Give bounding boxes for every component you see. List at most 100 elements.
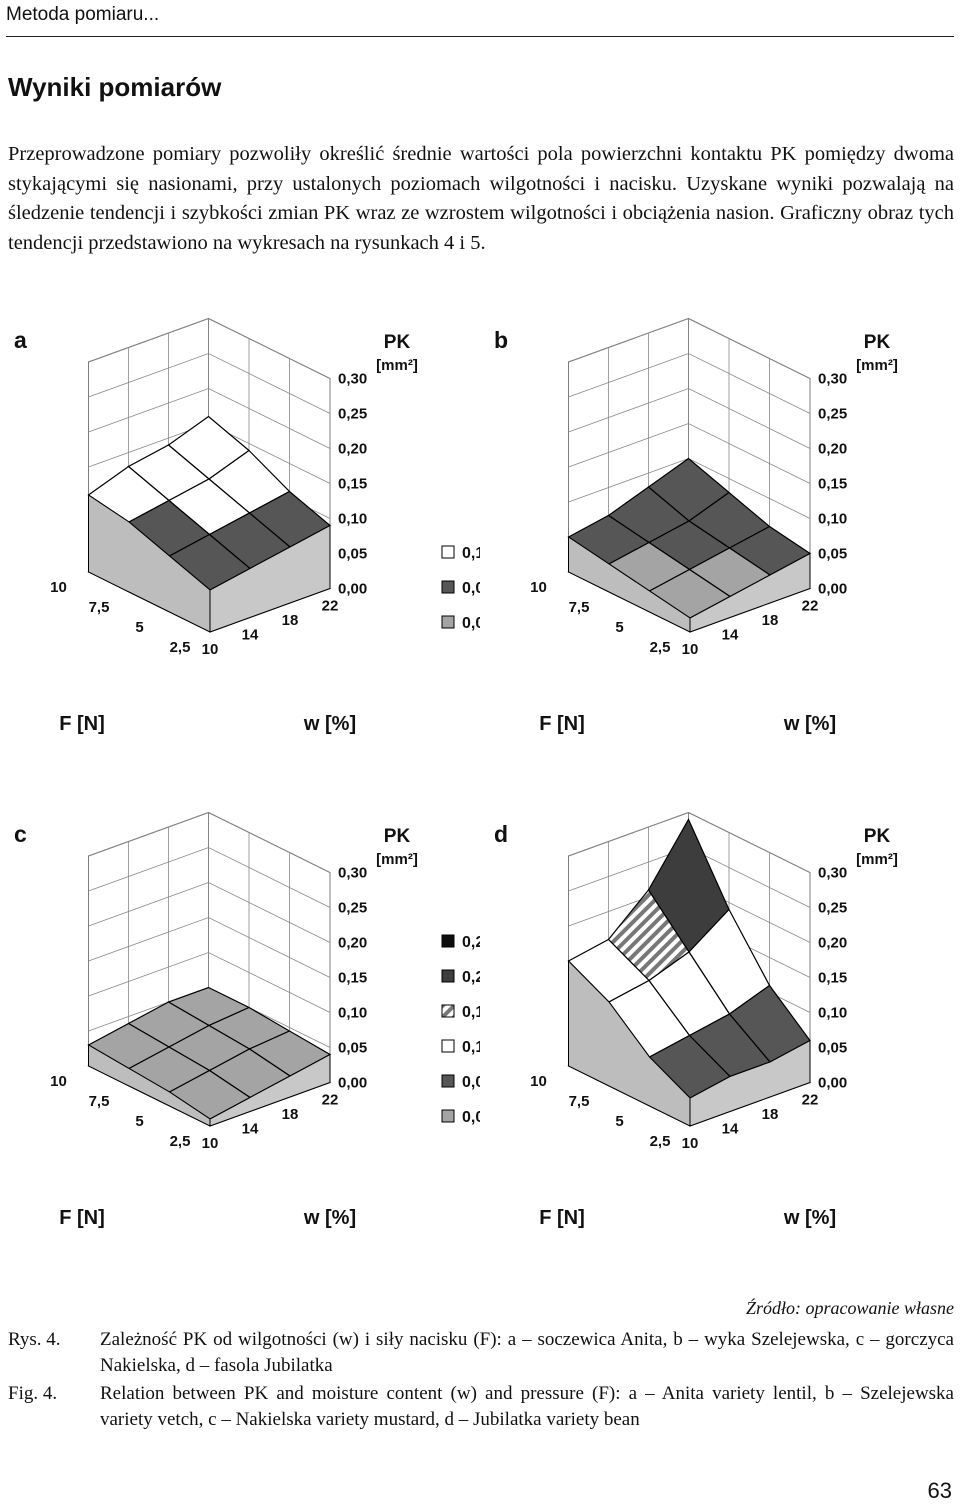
z-tick-label: 0,00 [338, 1075, 367, 1092]
f-tick-label: 7,5 [569, 1093, 590, 1110]
panel-letter: d [494, 821, 508, 847]
legend-swatch [441, 1039, 455, 1053]
z-tick-label: 0,10 [338, 1005, 367, 1022]
legend-label: 0,1-0,15 [462, 545, 480, 562]
f-tick-label: 2,5 [650, 1133, 671, 1150]
wall-level-line [568, 318, 811, 379]
z-tick-label: 0,05 [338, 1040, 367, 1057]
z-tick-label: 0,00 [818, 1075, 847, 1092]
w-tick-label: 18 [282, 612, 299, 629]
z-axis-title: PK [384, 826, 411, 847]
w-axis-title: w [%] [303, 1207, 356, 1229]
z-axis-title: PK [864, 332, 891, 353]
legend-swatch [441, 934, 455, 948]
w-tick-label: 14 [242, 1121, 259, 1138]
f-axis-title: F [N] [59, 1207, 105, 1229]
w-tick-label: 22 [802, 598, 819, 615]
surface [87, 415, 332, 633]
legend-swatch [441, 969, 455, 983]
caption-fig-label: Fig. 4. [8, 1383, 58, 1404]
z-axis-unit: [mm²] [856, 357, 898, 374]
wall-level-line [88, 353, 331, 414]
legend-swatch [441, 1109, 455, 1123]
page-number: 63 [927, 1478, 952, 1503]
wall-level-line [88, 882, 331, 943]
wall-level-line [568, 388, 811, 449]
surface-skirt-left [568, 959, 691, 1127]
f-tick-label: 2,5 [170, 639, 191, 656]
f-tick-label: 10 [50, 1073, 67, 1090]
legend-label: 0,05-0,1 [462, 1074, 480, 1091]
chart-panel-b: b PK [mm²] 0,00 0,05 0,10 0,15 0,20 0,25 0,30 10 14… [494, 318, 898, 735]
surface-skirt-left [88, 1044, 211, 1127]
legend-label: 0,2-0,25 [462, 969, 480, 986]
w-tick-label: 22 [802, 1092, 819, 1109]
legend-label: 0,0-0,05 [462, 615, 480, 632]
z-tick-label: 0,30 [338, 371, 367, 388]
z-tick-label: 0,05 [818, 1040, 847, 1057]
wall-level-line [88, 812, 331, 873]
caption-rys-label: Rys. 4. [8, 1329, 61, 1350]
panel-letter: c [14, 821, 27, 847]
f-tick-label: 5 [135, 619, 143, 636]
f-tick-label: 5 [615, 1113, 623, 1130]
legend-label: 0,15-0,2 [462, 1004, 480, 1021]
f-axis-title: F [N] [59, 713, 105, 735]
w-tick-label: 22 [322, 598, 339, 615]
caption-english: Fig. 4. Relation between PK and moisture… [8, 1381, 954, 1433]
z-tick-label: 0,15 [338, 970, 367, 987]
surface-skirt-front [689, 1039, 811, 1127]
surface-skirt-front [209, 524, 331, 633]
w-tick-label: 14 [242, 627, 259, 644]
caption-polish: Rys. 4. Zależność PK od wilgotności (w) … [8, 1327, 954, 1379]
w-tick-label: 10 [202, 641, 219, 658]
z-tick-label: 0,05 [338, 546, 367, 563]
surface-skirt-left [88, 494, 211, 633]
z-tick-label: 0,25 [338, 900, 367, 917]
wall-level-line [88, 952, 331, 1013]
w-tick-label: 18 [762, 612, 779, 629]
w-tick-label: 10 [202, 1135, 219, 1152]
z-tick-label: 0,25 [818, 900, 847, 917]
running-header: Metoda pomiaru... [6, 4, 160, 25]
z-tick-label: 0,15 [338, 476, 367, 493]
z-axis-unit: [mm²] [856, 851, 898, 868]
z-tick-label: 0,20 [338, 935, 367, 952]
legend-swatch [441, 545, 455, 559]
section-title: Wyniki pomiarów [8, 72, 222, 102]
z-tick-label: 0,25 [338, 406, 367, 423]
f-tick-label: 7,5 [569, 599, 590, 616]
chart-panel-a: a PK [mm²] 0,00 0,05 0,10 0,15 0,20 0,25 0,30 10 14… [14, 318, 480, 735]
figure-source: Źródło: opracowanie własne [745, 1298, 954, 1318]
f-axis-title: F [N] [539, 1207, 585, 1229]
panel-letter: b [494, 327, 508, 353]
w-tick-label: 14 [722, 1121, 739, 1138]
w-tick-label: 18 [762, 1106, 779, 1123]
legend-swatch [441, 1004, 455, 1018]
chart-panel-c: c PK [mm²] 0,00 0,05 0,10 0,15 0,20 0,25 0,30 10 14… [14, 812, 480, 1229]
f-tick-label: 10 [50, 579, 67, 596]
w-axis-title: w [%] [783, 1207, 836, 1229]
z-tick-label: 0,00 [818, 581, 847, 598]
w-axis-title: w [%] [303, 713, 356, 735]
z-tick-label: 0,30 [818, 371, 847, 388]
z-axis-unit: [mm²] [376, 357, 418, 374]
header-rule [6, 36, 954, 37]
f-tick-label: 10 [530, 579, 547, 596]
w-tick-label: 10 [682, 641, 699, 658]
w-axis-title: w [%] [783, 713, 836, 735]
surface-skirt-front [209, 1053, 331, 1127]
z-axis-title: PK [384, 332, 411, 353]
legend-swatch [441, 1074, 455, 1088]
wall-level-line [568, 423, 811, 484]
z-tick-label: 0,00 [338, 581, 367, 598]
surface [567, 457, 812, 633]
surface-skirt-front [689, 552, 811, 633]
z-tick-label: 0,10 [338, 511, 367, 528]
f-tick-label: 7,5 [89, 599, 110, 616]
z-tick-label: 0,15 [818, 476, 847, 493]
f-tick-label: 7,5 [89, 1093, 110, 1110]
w-tick-label: 22 [322, 1092, 339, 1109]
legend-label: 0,0-0,05 [462, 1109, 480, 1126]
caption-fig-text: Relation between PK and moisture content… [100, 1383, 954, 1430]
